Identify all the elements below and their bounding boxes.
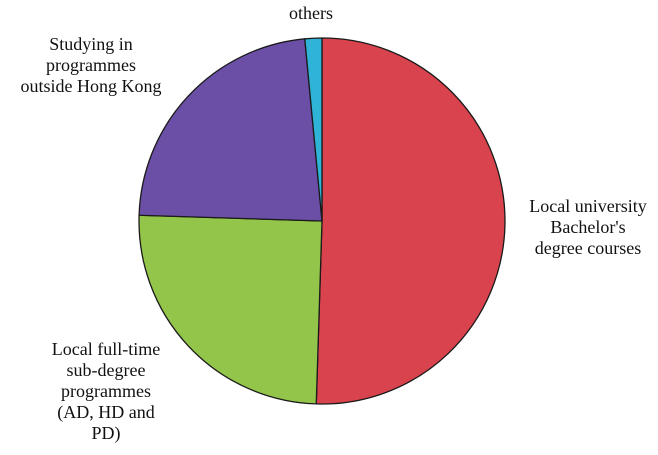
slice-label-line: Bachelor's [550,217,625,237]
slice-label-line: Local full-time [52,339,160,359]
pie-slice-studying-in-programmes-outside-hong-kong [138,38,323,222]
pie-slice-local-full-time-sub-degree-programmes-ad-hd-and-pd [138,214,323,405]
slice-label-line: programmes [61,381,151,401]
slice-label-studying-in-programmes-outside-hong-kong: Studying in programmes outside Hong Kong [21,34,162,96]
slice-label-line: others [289,3,333,23]
slice-label-local-full-time-sub-degree-programmes-ad-hd-and-pd: Local full-time sub-degree programmes (AD, … [52,339,160,444]
slice-label-line: Local university [529,196,646,216]
slice-label-line: programmes [46,55,136,75]
slice-label-line: degree courses [535,238,641,258]
pie-slices [138,37,506,405]
pie-slice-others [304,37,323,222]
slice-label-line: sub-degree [67,360,146,380]
pie-labels: Local university Bachelor's degree courses… [21,3,647,444]
slice-label-line: outside Hong Kong [21,76,162,96]
slice-label-line: Studying in [49,34,133,54]
slice-label-line: PD) [91,423,120,444]
slice-label-others: others [289,3,333,23]
slice-label-line: (AD, HD and [57,402,154,423]
pie-slice-local-university-bachelor-s-degree-courses [315,37,506,405]
slice-label-local-university-bachelor-s-degree-courses: Local university Bachelor's degree courses [529,196,646,258]
